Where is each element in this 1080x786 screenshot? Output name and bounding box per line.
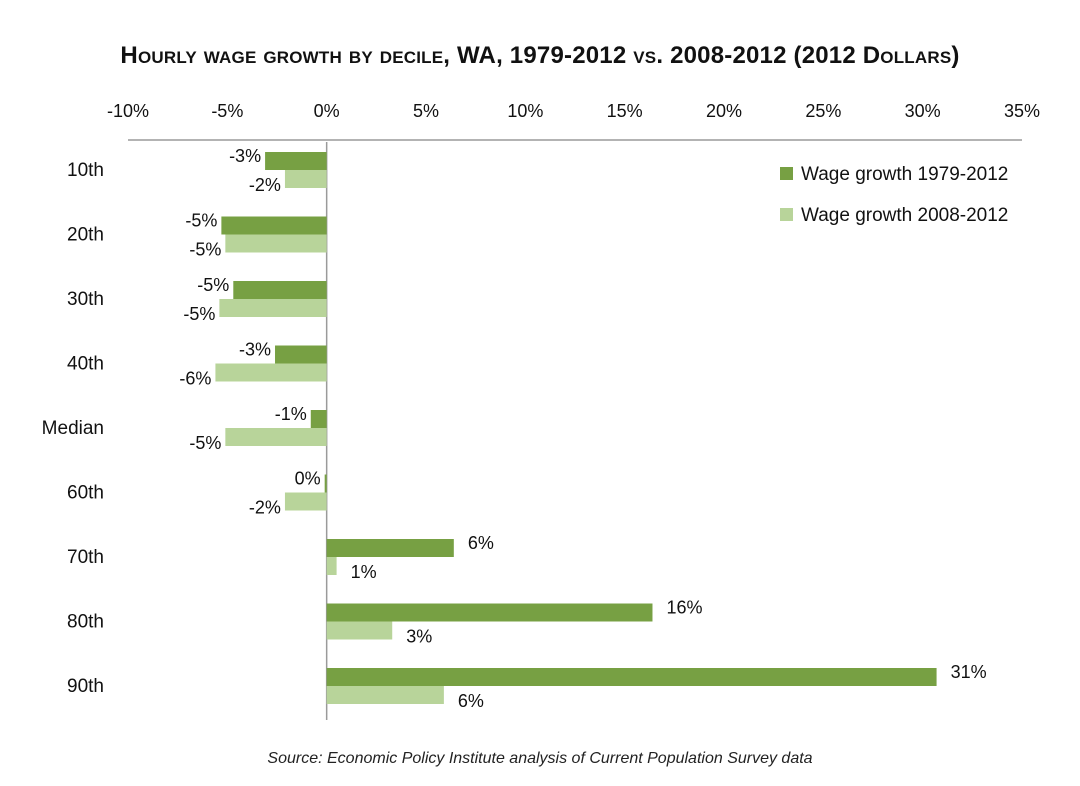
bar-wage-growth-2008-2012 [326, 557, 337, 575]
category-label: 70th [67, 547, 104, 568]
x-tick-label: 30% [905, 101, 941, 121]
data-label: -5% [185, 211, 217, 231]
data-label: 0% [295, 469, 321, 489]
bar-wage-growth-1979-2012 [310, 410, 327, 428]
category-label: 10th [67, 160, 104, 181]
category-label: 80th [67, 612, 104, 633]
bars: -3% -2% -5% -5% -5% -5% -3% -6% -1% -5% 0% -2% 6% 1% 1… [179, 146, 986, 711]
bar-wage-growth-2008-2012 [326, 621, 393, 640]
x-tick-label: 0% [314, 101, 340, 121]
legend-label: Wage growth 1979-2012 [801, 164, 1008, 185]
bar-wage-growth-2008-2012 [284, 492, 327, 511]
x-tick-label: 5% [413, 101, 439, 121]
data-label: -5% [197, 275, 229, 295]
data-label: -3% [229, 146, 261, 166]
data-label: 16% [666, 598, 702, 618]
data-label: 3% [406, 627, 432, 647]
x-tick-label: -5% [211, 101, 243, 121]
bar-wage-growth-2008-2012 [225, 234, 327, 253]
category-label: 40th [67, 354, 104, 375]
bar-wage-growth-1979-2012 [324, 474, 327, 493]
data-label: -5% [189, 240, 221, 260]
data-label: 6% [468, 533, 494, 553]
x-tick-label: 20% [706, 101, 742, 121]
bar-wage-growth-1979-2012 [326, 603, 653, 622]
data-label: -5% [183, 304, 215, 324]
data-label: 6% [458, 691, 484, 711]
x-tick-label: -10% [107, 101, 149, 121]
category-label: 30th [67, 289, 104, 310]
data-label: 31% [951, 662, 987, 682]
data-label: -2% [249, 175, 281, 195]
source-note: Source: Economic Policy Institute analys… [267, 750, 813, 767]
bar-wage-growth-1979-2012 [265, 152, 327, 170]
x-axis: -10% -5% 0% 5% 10% 15% 20% 25% 30% 35% [107, 101, 1040, 720]
x-tick-label: 10% [507, 101, 543, 121]
bar-wage-growth-2008-2012 [219, 299, 327, 317]
data-label: 1% [351, 562, 377, 582]
bar-chart: -10% -5% 0% 5% 10% 15% 20% 25% 30% 35% -3%-2%-5%-… [42, 101, 1040, 720]
category-label: 20th [67, 225, 104, 246]
data-label: -6% [179, 369, 211, 389]
bar-wage-growth-2008-2012 [284, 170, 327, 188]
bar-wage-growth-1979-2012 [221, 216, 327, 235]
bar-wage-growth-2008-2012 [326, 686, 444, 704]
bar-wage-growth-1979-2012 [275, 345, 327, 364]
bar-wage-growth-1979-2012 [326, 539, 454, 557]
legend: Wage growth 1979-2012 Wage growth 2008-20… [780, 164, 1008, 226]
x-tick-label: 25% [805, 101, 841, 121]
x-tick-label: 15% [607, 101, 643, 121]
data-label: -5% [189, 433, 221, 453]
category-label: 60th [67, 483, 104, 504]
category-labels: 10th 20th 30th 40th Median 60th 70th 80th 90th [42, 160, 104, 697]
bar-wage-growth-2008-2012 [225, 428, 327, 446]
x-tick-label: 35% [1004, 101, 1040, 121]
legend-label: Wage growth 2008-2012 [801, 205, 1008, 226]
data-label: -3% [239, 340, 271, 360]
category-label: 90th [67, 676, 104, 697]
category-label: Median [42, 418, 104, 439]
data-label: -2% [249, 498, 281, 518]
bar-wage-growth-1979-2012 [233, 281, 327, 299]
bar-wage-growth-2008-2012 [215, 363, 327, 382]
bar-wage-growth-1979-2012 [326, 668, 937, 686]
data-label: -1% [275, 404, 307, 424]
legend-swatch [780, 208, 793, 221]
chart-title: Hourly wage growth by decile, WA, 1979-2… [120, 42, 960, 69]
legend-swatch [780, 167, 793, 180]
